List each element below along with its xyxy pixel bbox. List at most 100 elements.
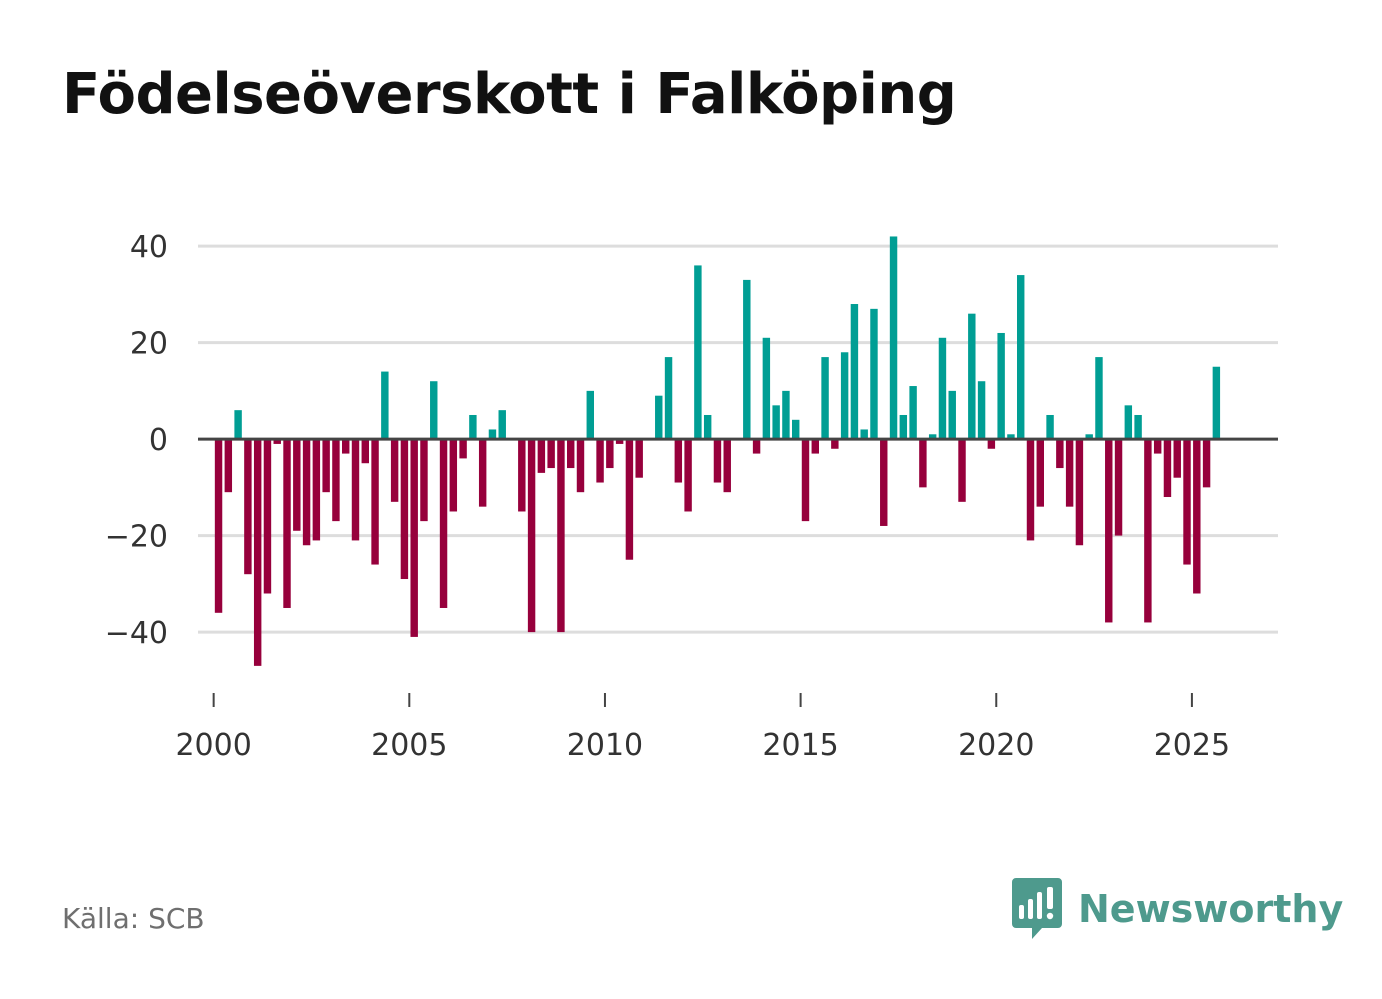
bar <box>459 439 467 459</box>
bar <box>1065 439 1074 507</box>
bar <box>420 439 428 522</box>
y-tick-label: −20 <box>105 520 168 555</box>
bar <box>772 405 780 440</box>
bar <box>576 439 585 493</box>
bar <box>811 439 819 454</box>
bar <box>997 332 1005 440</box>
bar <box>1105 439 1113 623</box>
bars <box>214 236 1221 666</box>
bar <box>537 439 546 473</box>
brand-logo[interactable]: Newsworthy <box>1012 878 1343 940</box>
bar <box>527 439 536 633</box>
bar <box>977 381 986 440</box>
bar <box>244 439 252 575</box>
bar <box>1124 405 1133 440</box>
bar <box>713 439 722 483</box>
bar <box>381 371 389 440</box>
bar <box>400 439 409 580</box>
bar <box>567 439 575 469</box>
bar <box>606 439 614 469</box>
bar <box>488 429 497 440</box>
chart-title: Födelseöverskott i Falköping <box>62 62 957 127</box>
bar <box>635 439 643 478</box>
bar <box>889 236 898 440</box>
bar <box>1026 439 1035 541</box>
bar <box>928 434 937 440</box>
bar <box>987 439 996 449</box>
bar <box>821 357 829 440</box>
bar <box>831 439 839 449</box>
bar <box>253 439 262 666</box>
bar <box>801 439 810 522</box>
brand-name: Newsworthy <box>1078 887 1344 931</box>
bar <box>224 439 233 493</box>
bar <box>1114 439 1123 536</box>
bar <box>1144 439 1152 623</box>
bar <box>439 439 448 608</box>
bar <box>1036 439 1044 507</box>
bar <box>302 439 311 546</box>
y-axis-labels: 40 20 0 −20 −40 <box>105 230 168 651</box>
bar <box>371 439 379 565</box>
bar <box>752 439 761 454</box>
bar <box>840 352 849 440</box>
bar <box>870 308 878 440</box>
bar <box>361 439 369 464</box>
bar <box>615 439 624 444</box>
bar <box>322 439 330 493</box>
bar <box>263 439 272 594</box>
bar <box>1202 439 1211 488</box>
bar <box>283 439 291 608</box>
bar <box>762 337 771 440</box>
bar <box>342 439 350 454</box>
source-note: Källa: SCB <box>62 902 205 935</box>
bar <box>1183 439 1191 565</box>
bar <box>390 439 399 502</box>
bar <box>1017 275 1025 440</box>
x-tick-label: 2010 <box>567 728 643 763</box>
bar <box>1212 366 1221 440</box>
bar <box>586 390 594 440</box>
bar <box>1056 439 1064 469</box>
bar <box>273 439 281 444</box>
bar <box>948 390 956 440</box>
x-tick-label: 2000 <box>175 728 251 763</box>
bar <box>214 439 223 613</box>
bar <box>860 429 868 440</box>
bar <box>782 390 790 440</box>
bar <box>518 439 526 512</box>
bar <box>968 313 976 440</box>
bar <box>899 414 908 440</box>
bar <box>958 439 966 502</box>
bar <box>498 410 506 440</box>
bar <box>557 439 565 633</box>
bar <box>410 439 418 637</box>
bar <box>449 439 458 512</box>
bar <box>1046 414 1054 440</box>
x-tick-label: 2015 <box>762 728 838 763</box>
bar <box>1134 414 1142 440</box>
bar <box>312 439 321 541</box>
bar <box>919 439 927 488</box>
x-tick-label: 2020 <box>958 728 1034 763</box>
bar <box>938 337 947 440</box>
x-tick-label: 2025 <box>1154 728 1230 763</box>
bar <box>664 357 673 440</box>
bar <box>596 439 604 483</box>
bar <box>880 439 888 526</box>
bar <box>1173 439 1181 478</box>
bar <box>684 439 692 512</box>
bar <box>694 265 702 440</box>
y-tick-label: 40 <box>130 230 168 265</box>
y-tick-label: −40 <box>105 616 168 651</box>
x-axis: 2000 2005 2010 2015 2020 2025 <box>175 693 1230 763</box>
bar <box>1193 439 1201 594</box>
bar <box>703 414 712 440</box>
bar <box>723 439 731 493</box>
bar <box>1075 439 1084 546</box>
bar <box>469 414 477 440</box>
bar <box>1007 434 1015 440</box>
bar <box>478 439 487 507</box>
newsworthy-logo-icon <box>1012 878 1062 939</box>
bar <box>743 279 751 440</box>
